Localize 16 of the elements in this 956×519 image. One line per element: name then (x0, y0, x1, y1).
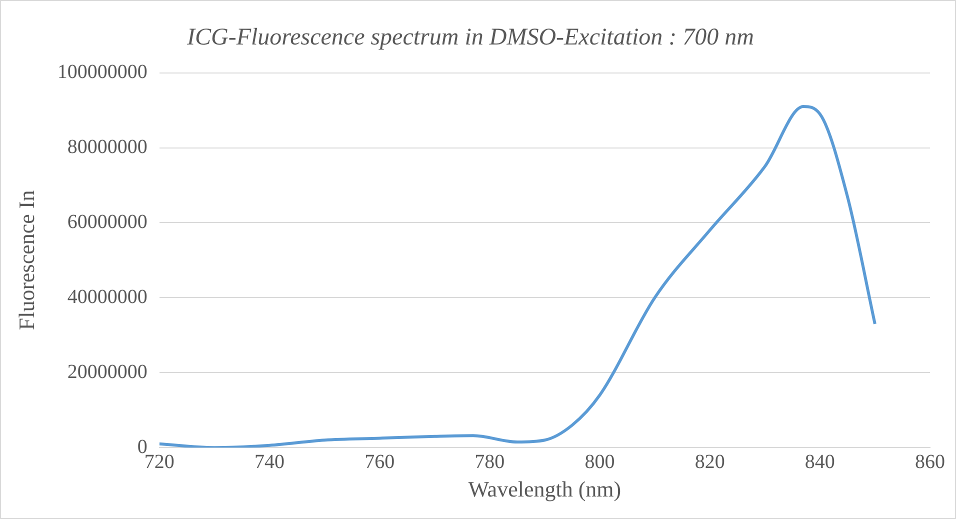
x-tick-label: 860 (915, 450, 945, 473)
y-axis-title: Fluorescence In (14, 190, 39, 330)
y-tick-label: 80000000 (67, 136, 148, 158)
y-tick-label: 40000000 (67, 286, 148, 308)
chart-title: ICG-Fluorescence spectrum in DMSO-Excitation : 700 nm (186, 24, 754, 51)
x-tick-label: 740 (254, 450, 284, 473)
x-tick-label: 800 (584, 450, 615, 473)
x-tick-label: 820 (694, 450, 725, 473)
y-tick-label: 60000000 (67, 210, 148, 233)
x-tick-label: 780 (474, 450, 505, 473)
x-tick-label: 840 (804, 450, 835, 473)
y-tick-label: 100000000 (57, 61, 148, 84)
x-axis-title: Wavelength (nm) (468, 476, 622, 502)
y-tick-label: 20000000 (67, 360, 148, 383)
line-series (159, 105, 876, 448)
x-tick-label: 760 (364, 450, 395, 473)
